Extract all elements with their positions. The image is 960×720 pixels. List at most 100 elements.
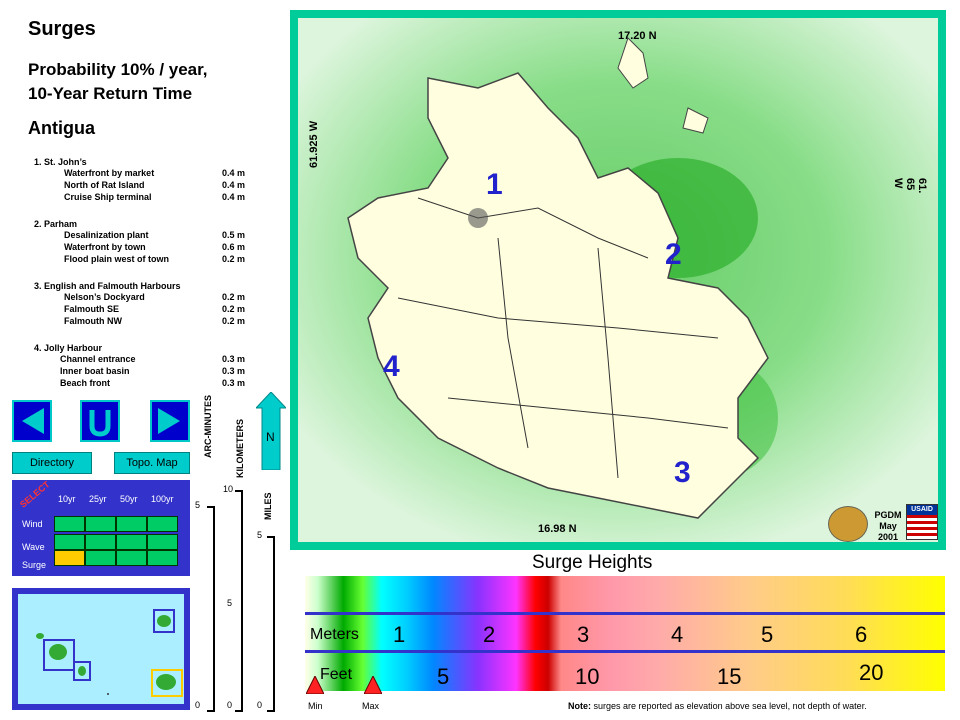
arc-minutes-label: ARC-MINUTES [203,395,213,458]
location-row: Cruise Ship terminal 0.4 m [34,192,274,204]
feet-tick: 20 [859,660,884,685]
grid-cell[interactable] [116,550,147,566]
page-title: Surges [28,18,96,40]
subtitle-line2: 10-Year Return Time [28,84,193,103]
grid-cell[interactable] [85,534,116,550]
meters-label: Meters [310,626,359,643]
arrow-right-icon [158,408,180,434]
marker-2[interactable]: 2 [665,238,682,271]
previous-button[interactable] [12,400,52,442]
feet-axis [305,650,945,653]
credit-text: PGDM May 2001 [870,510,906,543]
location-row: Nelson’s Dockyard 0.2 m [34,292,274,304]
grid-cell[interactable] [147,534,178,550]
column-header: 50yr [120,494,138,504]
usaid-label: USAID [907,505,937,515]
arc-tick-top: 5 [195,500,201,510]
max-marker[interactable] [363,674,383,695]
grid-cell[interactable] [116,534,147,550]
return-button[interactable] [80,400,120,442]
kilometers-label: KILOMETERS [235,418,245,478]
arc-tick-bottom: 0 [195,700,201,710]
credit-line1: PGDM [874,510,902,520]
location-name: Flood plain west of town [64,254,169,264]
marker-4[interactable]: 4 [383,350,400,383]
location-name: Nelson’s Dockyard [64,292,145,302]
subtitle-line1: Probability 10% / year, [28,60,208,79]
location-value: 0.5 m [222,230,246,240]
meters-tick: 4 [671,622,684,647]
location-value: 0.6 m [222,242,246,252]
topo-map-button[interactable]: Topo. Map [114,452,190,474]
miles-tick-0: 0 [257,700,263,710]
meters-tick: 5 [761,622,774,647]
inset-map [12,588,190,710]
location-heading: 4. Jolly Harbour [34,343,103,353]
grid-cell[interactable] [147,516,178,532]
location-row: Falmouth NW 0.2 m [34,316,274,328]
triangle-up-icon [363,674,383,695]
location-name: Inner boat basin [60,366,130,376]
grid-cell[interactable] [116,516,147,532]
scale-bars: ARC-MINUTES KILOMETERS MILES 5 0 10 5 0 … [193,380,283,712]
location-row: Waterfront by market 0.4 m [34,168,274,180]
row-label: Wave [22,542,45,552]
return-period-selector: SELECT 10yr 25yr 50yr 100yr Wind Wave Su… [12,479,190,576]
location-heading: 2. Parham [34,219,78,229]
grid-cell[interactable] [54,516,85,532]
location-value: 0.3 m [222,354,246,364]
column-header: 10yr [58,494,76,504]
marker-3[interactable]: 3 [674,456,691,489]
u-turn-icon [89,410,111,437]
meters-tick: 1 [393,622,406,647]
feet-tick: 5 [437,664,450,689]
location-heading: 3. English and Falmouth Harbours [34,281,181,291]
grid-cell[interactable] [147,550,178,566]
km-tick-5: 5 [227,598,233,608]
location-group-1: 1. St. John’s Waterfront by market 0.4 m … [34,157,274,204]
min-marker[interactable] [305,674,325,695]
location-name: Waterfront by market [64,168,155,178]
location-value: 0.2 m [222,254,246,264]
legend-note: Note: surges are reported as elevation a… [568,701,867,711]
meters-tick: 2 [483,622,496,647]
grid-cell[interactable] [85,550,116,566]
feet-label: Feet [320,666,353,683]
north-label: N [266,430,275,444]
marker-1[interactable]: 1 [486,168,503,201]
location-value: 0.3 m [222,366,246,376]
meters-tick: 3 [577,622,590,647]
arc-scale-bar [207,506,215,712]
miles-tick-5: 5 [257,530,263,540]
latitude-top-label: 17.20 N [618,30,657,42]
location-value: 0.4 m [222,180,246,190]
location-value: 0.2 m [222,316,246,326]
location-value: 0.4 m [222,168,246,178]
select-label: SELECT [18,479,52,510]
location-name: Channel entrance [60,354,136,364]
location-group-4: 4. Jolly Harbour Channel entrance 0.3 m I… [34,343,274,390]
grid-cell[interactable] [85,516,116,532]
location-row: Channel entrance 0.3 m [34,354,274,366]
miles-scale-bar [267,536,275,712]
color-ramp [305,576,945,691]
surge-map[interactable]: 17.20 N 16.98 N 61.925 W 61. 65 W 1 2 3 … [298,18,938,542]
longitude-left-label: 61.925 W [308,120,320,168]
miles-label: MILES [263,492,273,520]
arrow-left-icon [22,408,44,434]
location-value: 0.2 m [222,292,246,302]
credit-line2: May [879,521,897,531]
usaid-logo-icon: USAID [906,504,938,540]
location-value: 0.3 m [222,378,246,388]
directory-button[interactable]: Directory [12,452,92,474]
next-button[interactable] [150,400,190,442]
location-name: Desalinization plant [64,230,149,240]
column-header: 25yr [89,494,107,504]
latitude-bottom-label: 16.98 N [538,523,577,535]
grid-cell-selected[interactable] [54,550,85,566]
grid-cell[interactable] [54,534,85,550]
min-label: Min [308,701,323,711]
north-arrow: N [254,391,288,471]
probability-subtitle: Probability 10% / year, 10-Year Return T… [28,58,268,106]
max-label: Max [362,701,380,711]
